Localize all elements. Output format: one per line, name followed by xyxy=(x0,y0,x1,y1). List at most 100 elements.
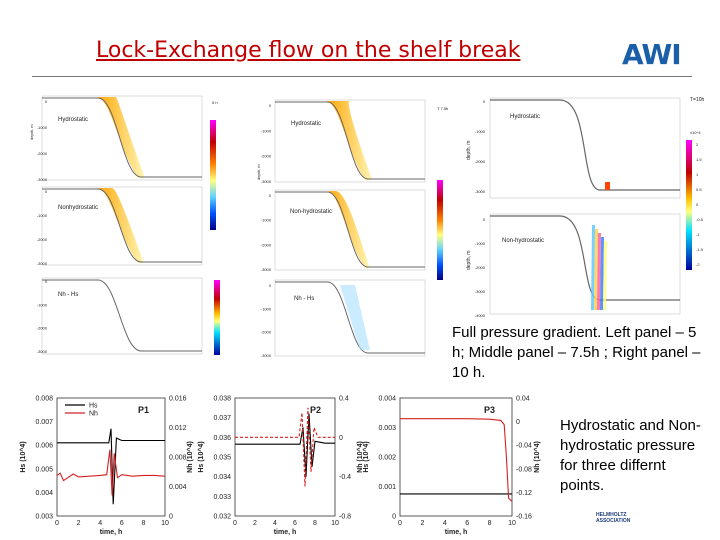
left-axis-label: Hs (10^4) xyxy=(362,441,370,472)
slide-title: Lock-Exchange flow on the shelf break xyxy=(96,38,521,63)
sublabel-hydrostatic-left: Hydrostatic xyxy=(58,117,88,123)
right-tick-label: -0.04 xyxy=(516,443,532,450)
title-divider xyxy=(32,76,692,77)
depth-left-1-tick: -2000 xyxy=(37,151,48,156)
sublabel-hydrostatic-right: Hydrostatic xyxy=(510,114,540,120)
x-axis-label: time, h xyxy=(100,529,123,536)
depth-right-1-tick: -1000 xyxy=(475,129,486,134)
right-tick-label: 0.004 xyxy=(169,484,187,491)
sublabel-nonhydrostatic-left: Nonhydrostatic xyxy=(58,205,98,211)
x-tick-label: 4 xyxy=(443,520,447,527)
x-tick-label: 6 xyxy=(120,520,124,527)
x-tick-label: 2 xyxy=(77,520,81,527)
right-tick-label: 0 xyxy=(169,514,173,521)
topography-line xyxy=(275,191,425,268)
right-axis-label: Nh (10^4) xyxy=(356,441,364,473)
sublabel-nonhydrostatic-right: Non-hydrostatic xyxy=(502,238,544,244)
plume-field xyxy=(275,101,373,180)
left-tick-label: 0.004 xyxy=(378,396,396,403)
depth-left-2-tick: -2000 xyxy=(37,237,48,242)
depth-mid-3-tick: -1000 xyxy=(261,306,272,311)
nh-wave-column xyxy=(603,241,607,310)
x-tick-label: 4 xyxy=(98,520,102,527)
colorbar-tick-right: 0.5 xyxy=(696,187,702,192)
colorbar-right xyxy=(686,140,692,270)
series-line-nh xyxy=(400,418,513,502)
ylabel-middle: depth, m xyxy=(256,164,261,180)
right-tick-label: 0.016 xyxy=(169,396,187,403)
depth-right-2-tick: -1000 xyxy=(475,241,486,246)
depth-left-1-tick: -3000 xyxy=(37,177,48,182)
left-tick-label: 0.032 xyxy=(213,514,231,521)
x-tick-label: 0 xyxy=(233,520,237,527)
time-label-middle: T 7.5h xyxy=(437,106,448,111)
right-tick-label: -0.4 xyxy=(339,474,351,481)
contour-panel-left: 5 h Hydrostatic Nonhydrostatic Nh - Hs 0 -100… xyxy=(29,95,220,355)
colorbar-left-2 xyxy=(214,280,220,355)
right-tick-label: -0.16 xyxy=(516,514,532,521)
contour-panel-middle: T 7.5h Hydrostatic Non-hydrostatic Nh - Hs 0… xyxy=(256,99,448,358)
nh-wave-column xyxy=(597,233,601,310)
left-tick-label: 0 xyxy=(392,514,396,521)
depth-right-2-tick: 0 xyxy=(483,217,486,222)
colorbar-tick-right: 0 xyxy=(696,202,699,207)
depth-mid-2-tick: 0 xyxy=(269,193,272,198)
x-tick-label: 10 xyxy=(331,520,339,527)
left-tick-label: 0.002 xyxy=(378,455,396,462)
depth-mid-3-tick: -3000 xyxy=(261,353,272,358)
depth-mid-1-tick: -3000 xyxy=(261,179,272,184)
depth-mid-1-tick: -1000 xyxy=(261,128,272,133)
series-line-nh xyxy=(56,449,166,496)
depth-right-2-tick: -4000 xyxy=(475,313,486,318)
ylabel-left: depth, m xyxy=(29,124,34,140)
caption-hs-nh: Hydrostatic and Non-hydrostatic pressure… xyxy=(560,417,701,494)
topography-line xyxy=(275,281,425,354)
contour-panel-right: T=10hHydrostaticNon-hydrostatic0-1000-20… xyxy=(466,97,705,318)
x-tick-label: 8 xyxy=(488,520,492,527)
depth-mid-2-tick: -1000 xyxy=(261,218,272,223)
depth-mid-2-tick: -3000 xyxy=(261,267,272,272)
right-tick-label: -0.8 xyxy=(339,514,351,521)
helmholtz-line1: HELMHOLTZ xyxy=(596,512,627,518)
legend-label-nh: Nh xyxy=(89,411,98,418)
x-tick-label: 0 xyxy=(55,520,59,527)
time-label-right: T=10h xyxy=(690,97,705,103)
depth-left-3-tick: 0 xyxy=(45,279,48,284)
left-tick-label: 0.034 xyxy=(213,474,231,481)
awi-logo: AWI xyxy=(622,38,682,71)
depth-right-1-tick: 0 xyxy=(483,99,486,104)
sublabel-diff-middle: Nh - Hs xyxy=(294,296,314,302)
depth-right-1-tick: -3000 xyxy=(475,189,486,194)
left-tick-label: 0.003 xyxy=(378,425,396,432)
right-tick-label: -0.08 xyxy=(516,466,532,473)
topography-line xyxy=(275,101,425,180)
topography-line xyxy=(42,97,202,178)
depth-left-1-tick: -1000 xyxy=(37,125,48,130)
x-axis-label: time, h xyxy=(445,529,468,536)
right-tick-label: 0.008 xyxy=(169,455,187,462)
legend-label-hs: Hs xyxy=(89,403,98,410)
caption-full-pressure: Full pressure gradient. Left panel – 5 h… xyxy=(452,324,701,381)
colorbar-exponent-right: x10^4 xyxy=(690,130,701,135)
line-chart-p2: 0.038 0.037 0.036 0.035 0.034 0.033 0.032 0.4 0 -… xyxy=(197,396,364,537)
x-tick-label: 2 xyxy=(253,520,257,527)
right-tick-label: 0.04 xyxy=(516,396,530,403)
x-tick-label: 6 xyxy=(293,520,297,527)
topography-line xyxy=(42,279,202,352)
depth-mid-1-tick: -2000 xyxy=(261,154,272,159)
sublabel-hydrostatic-middle: Hydrostatic xyxy=(291,121,321,127)
depth-mid-3-tick: -2000 xyxy=(261,330,272,335)
left-tick-label: 0.037 xyxy=(213,415,231,422)
topography-line xyxy=(490,99,680,191)
x-tick-label: 8 xyxy=(313,520,317,527)
left-tick-label: 0.033 xyxy=(213,494,231,501)
left-tick-label: 0.006 xyxy=(35,443,53,450)
plot-frame xyxy=(399,397,513,517)
nh-wave-column xyxy=(594,229,598,310)
plume-field xyxy=(275,191,370,268)
x-tick-label: 2 xyxy=(420,520,424,527)
nh-wave-column xyxy=(600,237,604,310)
x-tick-label: 10 xyxy=(161,520,169,527)
right-axis-label: Nh (10^4) xyxy=(186,441,194,473)
x-tick-label: 8 xyxy=(141,520,145,527)
